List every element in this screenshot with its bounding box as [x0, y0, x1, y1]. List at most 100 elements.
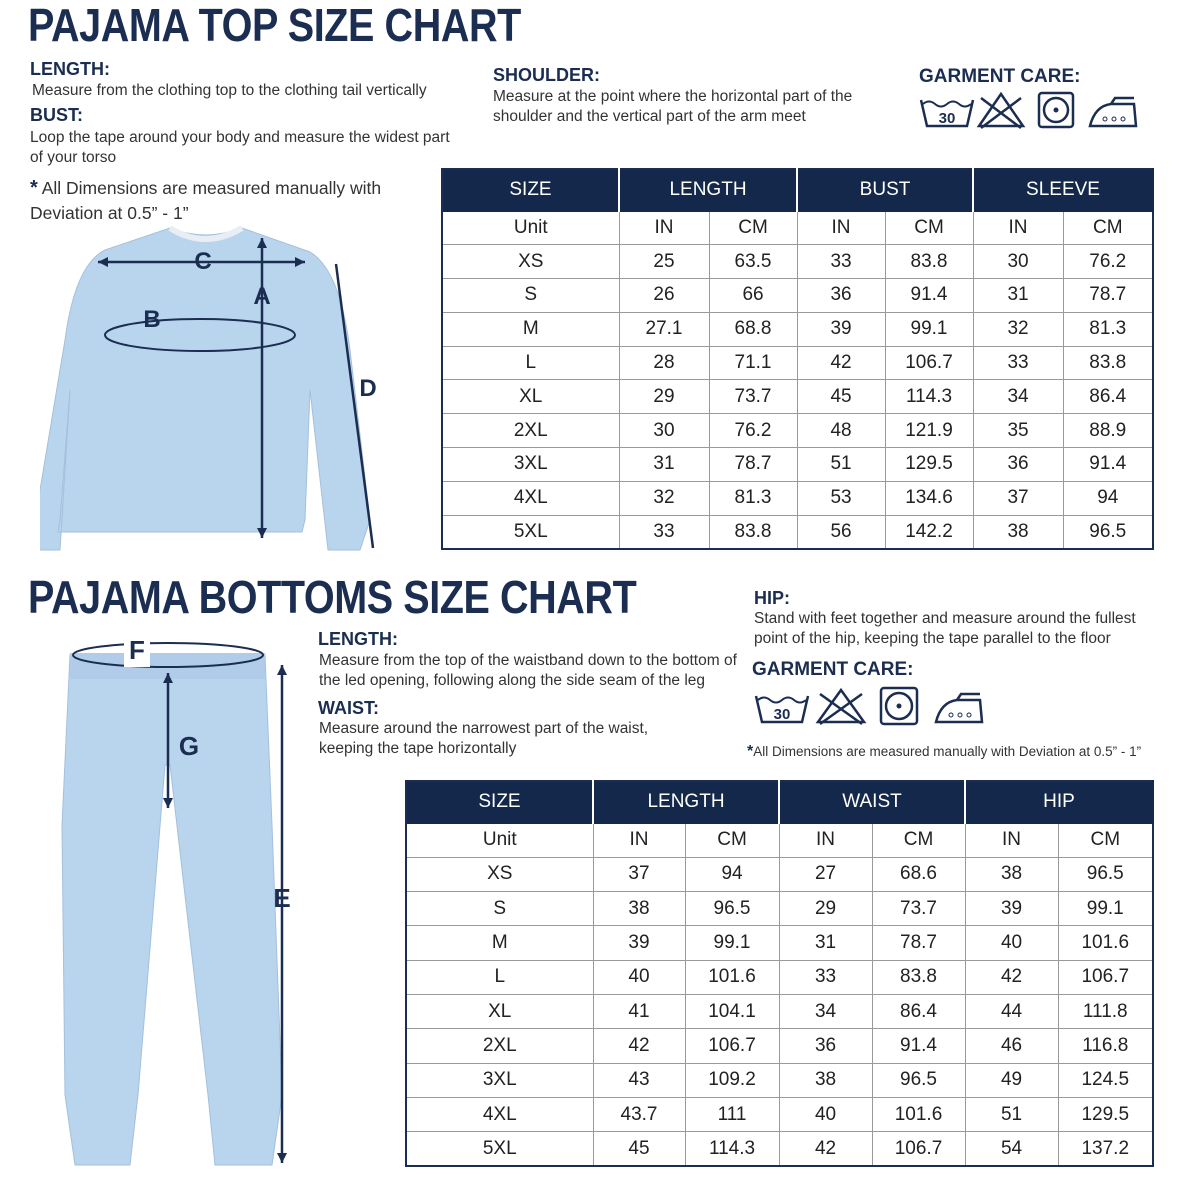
size-cell: L	[405, 959, 594, 995]
measure-cell: 38	[778, 1062, 873, 1098]
measure-cell: 40	[964, 925, 1059, 961]
group-header: HIP	[964, 780, 1155, 824]
measure-cell: 51	[964, 1096, 1059, 1133]
measure-cell: 33	[618, 514, 710, 550]
group-header: WAIST	[778, 780, 967, 824]
measure-cell: 106.7	[871, 1131, 966, 1167]
measure-cell: 44	[964, 993, 1059, 1030]
bottoms-hip-text: Stand with feet together and measure aro…	[754, 610, 1136, 647]
measure-cell: 36	[972, 447, 1064, 482]
measure-cell: 114.3	[884, 379, 974, 415]
bottoms-disclaimer: *All Dimensions are measured manually wi…	[747, 743, 1141, 761]
size-row: 3XL 31 78.7 51 129.5 36 91.4	[441, 447, 1154, 482]
measure-cell: 78.7	[1062, 278, 1154, 313]
bottoms-waist-text: Measure around the narrowest part of the…	[319, 720, 649, 757]
size-row: L 40 101.6 33 83.8 42 106.7	[405, 959, 1154, 995]
measure-cell: 109.2	[684, 1062, 780, 1098]
measure-cell: 96.5	[684, 891, 780, 927]
measure-cell: 28	[618, 345, 710, 381]
measure-cell: 29	[778, 891, 873, 927]
measure-cell: 66	[708, 278, 798, 313]
size-row: 4XL 32 81.3 53 134.6 37 94	[441, 480, 1154, 516]
unit-cell: CM	[684, 822, 780, 858]
top-bust-label: BUST:	[30, 105, 83, 125]
measure-cell: 43	[592, 1062, 686, 1098]
group-header: BUST	[796, 168, 975, 212]
measure-cell: 99.1	[1057, 891, 1154, 927]
measure-cell: 121.9	[884, 413, 974, 449]
group-header: LENGTH	[592, 780, 781, 824]
size-row: XL 41 104.1 34 86.4 44 111.8	[405, 993, 1154, 1030]
size-cell: XL	[441, 379, 620, 415]
top-title: PAJAMA TOP SIZE CHART	[28, 0, 521, 51]
measure-cell: 68.8	[708, 311, 798, 347]
unit-cell: Unit	[405, 822, 594, 858]
header-row: SIZE LENGTH WAIST HIP	[405, 780, 1155, 824]
measure-cell: 56	[796, 514, 886, 550]
bottoms-care-title: GARMENT CARE:	[752, 659, 914, 680]
header-row: SIZE LENGTH BUST SLEEVE	[441, 168, 1155, 212]
top-care-title: GARMENT CARE:	[919, 66, 1081, 87]
measure-cell: 83.8	[1062, 345, 1154, 381]
size-row: 4XL 43.7 111 40 101.6 51 129.5	[405, 1096, 1154, 1133]
unit-cell: IN	[972, 210, 1064, 246]
unit-cell: IN	[618, 210, 710, 246]
unit-cell: IN	[778, 822, 873, 858]
measure-cell: 94	[684, 856, 780, 893]
dim-c: C	[194, 248, 211, 275]
measure-cell: 33	[796, 244, 886, 280]
top-bust-text: Loop the tape around your body and measu…	[30, 129, 450, 166]
care-icons: 30	[754, 686, 984, 726]
dim-a: A	[253, 283, 270, 310]
measure-cell: 34	[778, 993, 873, 1030]
measure-cell: 45	[796, 379, 886, 415]
measure-cell: 51	[796, 447, 886, 482]
size-row: 2XL 30 76.2 48 121.9 35 88.9	[441, 413, 1154, 449]
unit-cell: Unit	[441, 210, 620, 246]
measure-cell: 49	[964, 1062, 1059, 1098]
group-header: LENGTH	[618, 168, 799, 212]
measure-cell: 73.7	[708, 379, 798, 415]
size-row: XS 25 63.5 33 83.8 30 76.2	[441, 244, 1154, 280]
size-cell: XL	[405, 993, 594, 1030]
measure-cell: 33	[972, 345, 1064, 381]
measure-cell: 142.2	[884, 514, 974, 550]
measure-cell: 106.7	[684, 1028, 780, 1064]
wash-temp: 30	[774, 706, 791, 723]
unit-cell: CM	[708, 210, 798, 246]
size-cell: 5XL	[441, 514, 620, 550]
pants-diagram: F G E	[61, 635, 291, 1166]
unit-cell: IN	[592, 822, 686, 858]
size-row: M 39 99.1 31 78.7 40 101.6	[405, 925, 1154, 961]
bottoms-size-table: SIZE LENGTH WAIST HIP Unit IN CM IN CM IN CM XS 37 94…	[405, 780, 1155, 1167]
measure-cell: 40	[778, 1096, 873, 1133]
group-header: SLEEVE	[972, 168, 1155, 212]
dim-b: B	[143, 306, 160, 333]
unit-cell: CM	[1057, 822, 1154, 858]
unit-row: Unit IN CM IN CM IN CM	[405, 822, 1154, 858]
top-shoulder-text: Measure at the point where the horizonta…	[493, 88, 853, 125]
measure-cell: 36	[796, 278, 886, 313]
dim-d: D	[359, 375, 376, 402]
size-cell: S	[441, 278, 620, 313]
measure-cell: 32	[972, 311, 1064, 347]
measure-cell: 94	[1062, 480, 1154, 516]
measure-cell: 42	[592, 1028, 686, 1064]
measure-cell: 96.5	[871, 1062, 966, 1098]
top-size-table: SIZE LENGTH BUST SLEEVE Unit IN CM IN CM IN CM XS 25…	[441, 168, 1155, 550]
measure-cell: 68.6	[871, 856, 966, 893]
size-cell: XS	[441, 244, 620, 280]
disclaimer-text: All Dimensions are measured manually wit…	[753, 744, 1142, 759]
size-cell: 2XL	[405, 1028, 594, 1064]
bottoms-title: PAJAMA BOTTOMS SIZE CHART	[28, 571, 637, 623]
bottoms-length-label: LENGTH:	[318, 629, 398, 649]
measure-cell: 76.2	[1062, 244, 1154, 280]
measure-cell: 32	[618, 480, 710, 516]
unit-cell: IN	[796, 210, 886, 246]
measure-cell: 99.1	[884, 311, 974, 347]
unit-cell: CM	[871, 822, 966, 858]
size-row: 2XL 42 106.7 36 91.4 46 116.8	[405, 1028, 1154, 1064]
disclaimer-mark: *	[30, 177, 38, 199]
wash-temp: 30	[939, 110, 956, 127]
measure-cell: 96.5	[1062, 514, 1154, 550]
